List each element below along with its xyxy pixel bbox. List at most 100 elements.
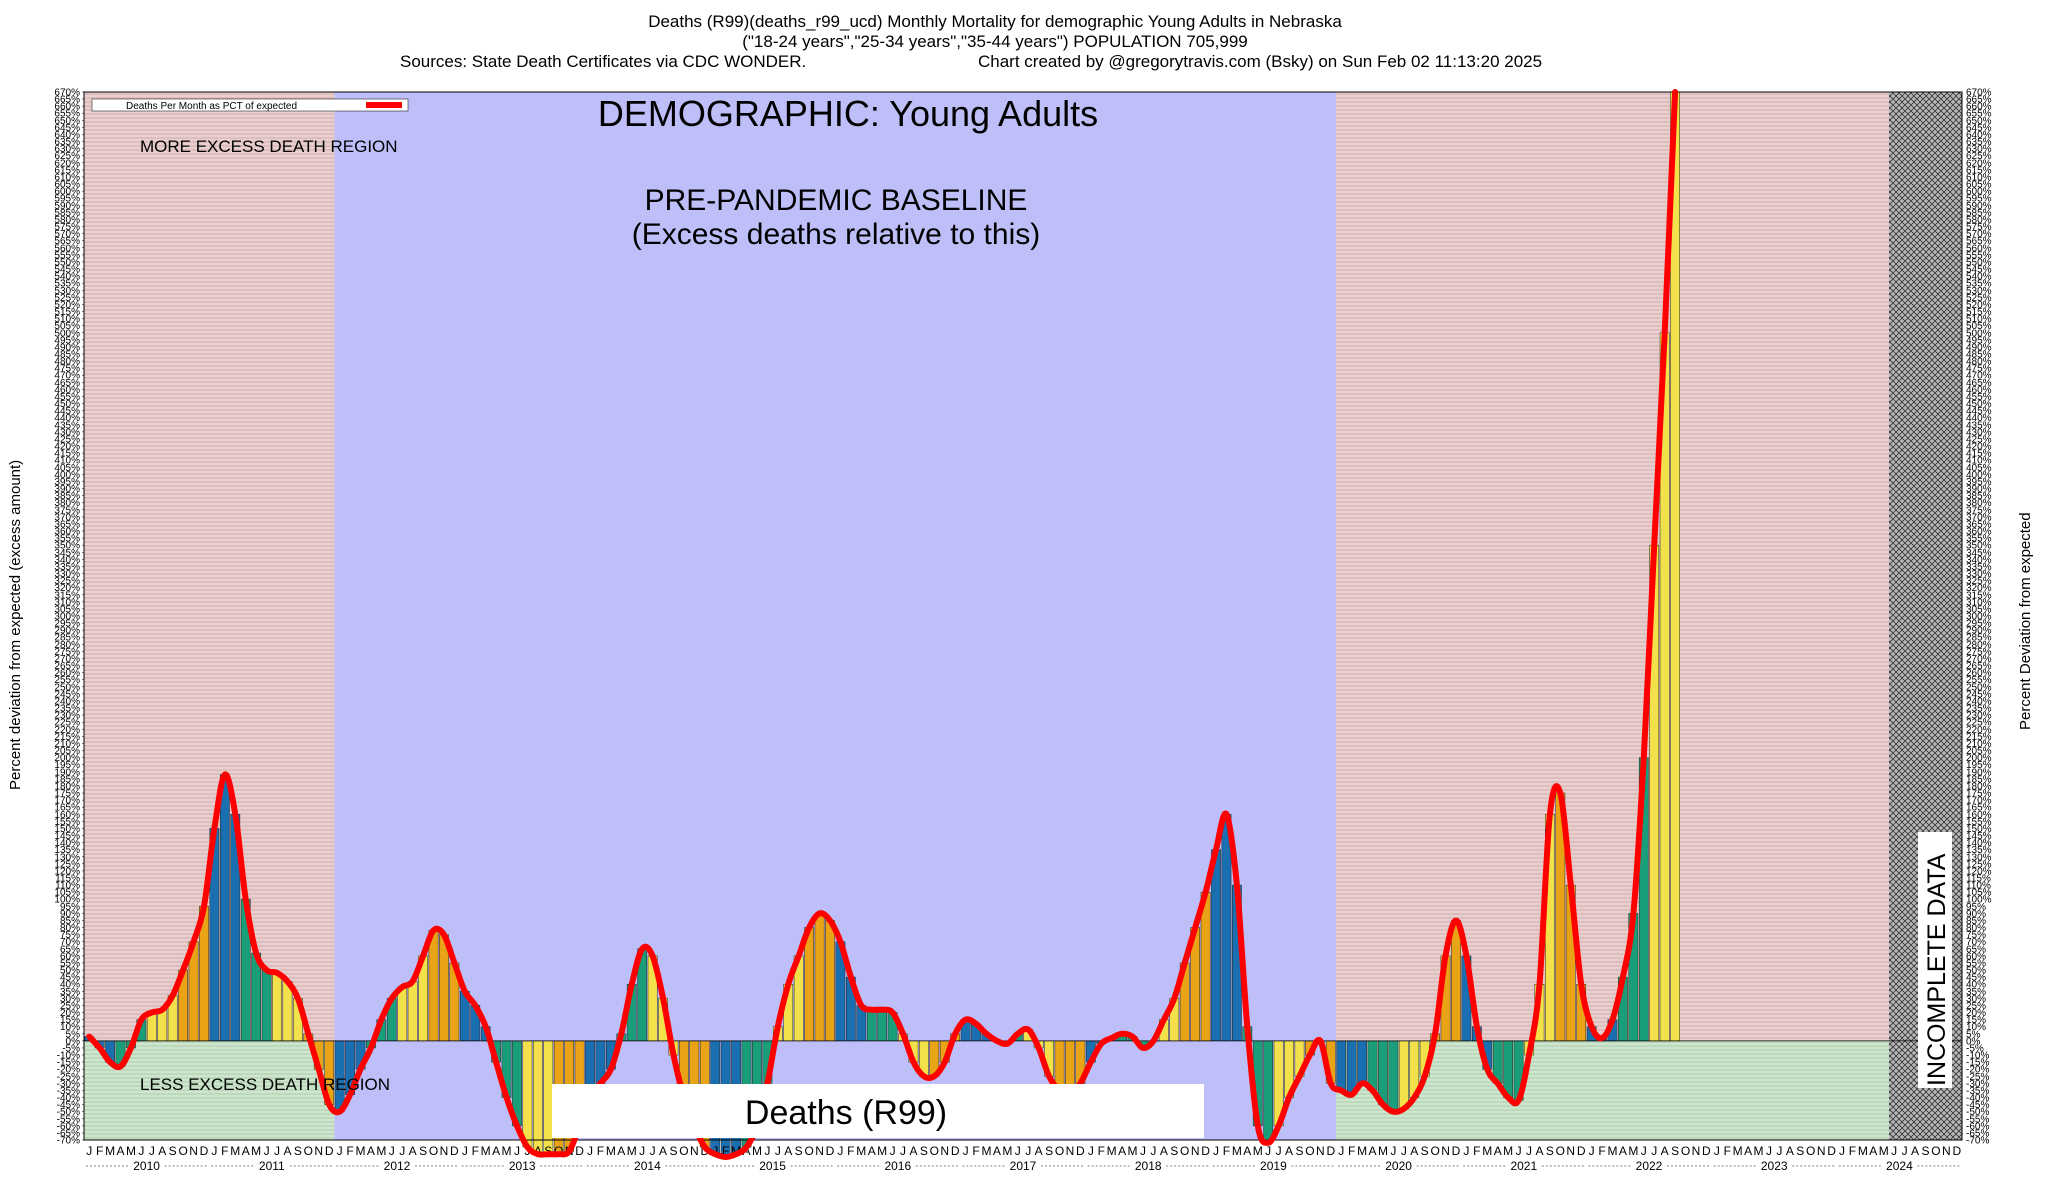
- y-tick-label-right: 655%: [1966, 109, 1992, 120]
- month-tick-label: M: [1002, 1144, 1012, 1158]
- year-tick-label: 2011: [259, 1159, 285, 1173]
- month-tick-label: A: [242, 1144, 250, 1158]
- y-tick-label-left: 300%: [54, 612, 80, 623]
- month-tick-label: M: [1607, 1144, 1617, 1158]
- month-tick-label: A: [1911, 1144, 1919, 1158]
- bar: [1336, 1040, 1347, 1091]
- y-tick-label-left: 205%: [54, 746, 80, 757]
- month-tick-label: D: [1577, 1144, 1586, 1158]
- y-tick-label-right: 75%: [1966, 930, 1986, 941]
- month-tick-label: M: [1858, 1144, 1868, 1158]
- y-tick-label-right: 665%: [1966, 95, 1992, 106]
- year-tick-label: 2024: [1886, 1159, 1913, 1173]
- y-tick-label-left: 10%: [60, 1022, 80, 1033]
- bar: [814, 913, 825, 1042]
- month-tick-label: J: [86, 1144, 92, 1158]
- y-tick-label-right: 290%: [1966, 626, 1992, 637]
- month-tick-label: F: [597, 1144, 604, 1158]
- y-tick-label-left: 420%: [54, 442, 80, 453]
- y-tick-label-right: 225%: [1966, 718, 1992, 729]
- month-tick-label: O: [1430, 1144, 1439, 1158]
- y-tick-label-right: 660%: [1966, 102, 1992, 113]
- month-tick-label: J: [775, 1144, 781, 1158]
- month-tick-label: J: [900, 1144, 906, 1158]
- month-tick-label: F: [1849, 1144, 1856, 1158]
- y-tick-label-right: 395%: [1966, 477, 1992, 488]
- month-tick-label: F: [346, 1144, 353, 1158]
- month-tick-label: M: [105, 1144, 115, 1158]
- less-region-label: LESS EXCESS DEATH REGION: [140, 1075, 390, 1094]
- chart-credit: Chart created by @gregorytravis.com (Bsk…: [978, 52, 1543, 71]
- y-tick-label-right: 325%: [1966, 576, 1992, 587]
- month-tick-label: S: [1796, 1144, 1804, 1158]
- y-tick-label-left: -5%: [62, 1043, 80, 1054]
- y-tick-label-right: -35%: [1966, 1086, 1989, 1097]
- month-tick-label: D: [1201, 1144, 1210, 1158]
- y-tick-label-left: 230%: [54, 711, 80, 722]
- month-tick-label: A: [283, 1144, 291, 1158]
- y-tick-label-right: -55%: [1966, 1114, 1989, 1125]
- month-tick-label: J: [399, 1144, 405, 1158]
- cause-label: Deaths (R99): [745, 1094, 947, 1132]
- y-tick-label-left: 100%: [54, 895, 80, 906]
- month-tick-label: S: [1671, 1144, 1679, 1158]
- y-tick-label-left: 610%: [54, 172, 80, 183]
- bar: [1388, 1040, 1399, 1112]
- month-tick-label: J: [337, 1144, 343, 1158]
- y-tick-label-left: 545%: [54, 265, 80, 276]
- month-tick-label: A: [158, 1144, 166, 1158]
- bar: [1357, 1040, 1367, 1084]
- y-tick-label-left: -60%: [57, 1121, 80, 1132]
- y-tick-label-right: 640%: [1966, 130, 1992, 141]
- y-tick-label-right: 70%: [1966, 937, 1986, 948]
- y-tick-label-left: 50%: [60, 966, 80, 977]
- y-tick-label-right: 625%: [1966, 151, 1992, 162]
- y-tick-label-right: 490%: [1966, 342, 1992, 353]
- month-tick-label: A: [784, 1144, 792, 1158]
- y-tick-label-left: 640%: [54, 130, 80, 141]
- y-tick-label-right: 310%: [1966, 597, 1992, 608]
- y-tick-label-right: -70%: [1966, 1136, 1989, 1147]
- y-tick-label-left: 345%: [54, 548, 80, 559]
- month-tick-label: D: [325, 1144, 334, 1158]
- y-tick-label-right: 530%: [1966, 286, 1992, 297]
- y-tick-label-right: -20%: [1966, 1065, 1989, 1076]
- y-tick-label-left: 535%: [54, 279, 80, 290]
- year-tick-label: 2017: [1010, 1159, 1037, 1173]
- y-tick-label-left: 175%: [54, 789, 80, 800]
- month-tick-label: A: [1535, 1144, 1543, 1158]
- y-tick-label-left: -15%: [57, 1058, 80, 1069]
- month-tick-label: A: [1619, 1144, 1627, 1158]
- y-tick-label-right: 485%: [1966, 350, 1992, 361]
- month-tick-label: S: [1921, 1144, 1929, 1158]
- y-tick-label-left: 465%: [54, 378, 80, 389]
- bar: [1378, 1040, 1388, 1105]
- y-tick-label-right: 170%: [1966, 796, 1992, 807]
- y-tick-label-right: -15%: [1966, 1058, 1989, 1069]
- y-tick-label-right: 480%: [1966, 357, 1992, 368]
- y-tick-label-left: 540%: [54, 272, 80, 283]
- y-tick-label-right: 65%: [1966, 944, 1986, 955]
- month-tick-label: M: [1357, 1144, 1367, 1158]
- bar: [407, 981, 418, 1042]
- y-tick-label-right: 580%: [1966, 215, 1992, 226]
- legend-label: Deaths Per Month as PCT of expected: [126, 101, 297, 112]
- y-tick-label-left: 645%: [54, 123, 80, 134]
- y-tick-label-left: 220%: [54, 725, 80, 736]
- y-tick-label-right: 260%: [1966, 668, 1992, 679]
- y-tick-label-right: 415%: [1966, 449, 1992, 460]
- y-tick-label-left: -35%: [57, 1086, 80, 1097]
- y-tick-label-left: 560%: [54, 243, 80, 254]
- month-tick-label: M: [230, 1144, 240, 1158]
- month-tick-label: F: [472, 1144, 479, 1158]
- cause-label-box: [552, 1084, 1204, 1138]
- y-tick-label-left: 430%: [54, 427, 80, 438]
- y-tick-label-right: 240%: [1966, 696, 1992, 707]
- y-tick-label-right: 355%: [1966, 534, 1992, 545]
- y-tick-label-right: 405%: [1966, 463, 1992, 474]
- y-tick-label-right: 460%: [1966, 385, 1992, 396]
- bar: [157, 1009, 168, 1042]
- y-tick-label-left: -25%: [57, 1072, 80, 1083]
- baseline-label-line1: PRE-PANDEMIC BASELINE: [645, 184, 1028, 217]
